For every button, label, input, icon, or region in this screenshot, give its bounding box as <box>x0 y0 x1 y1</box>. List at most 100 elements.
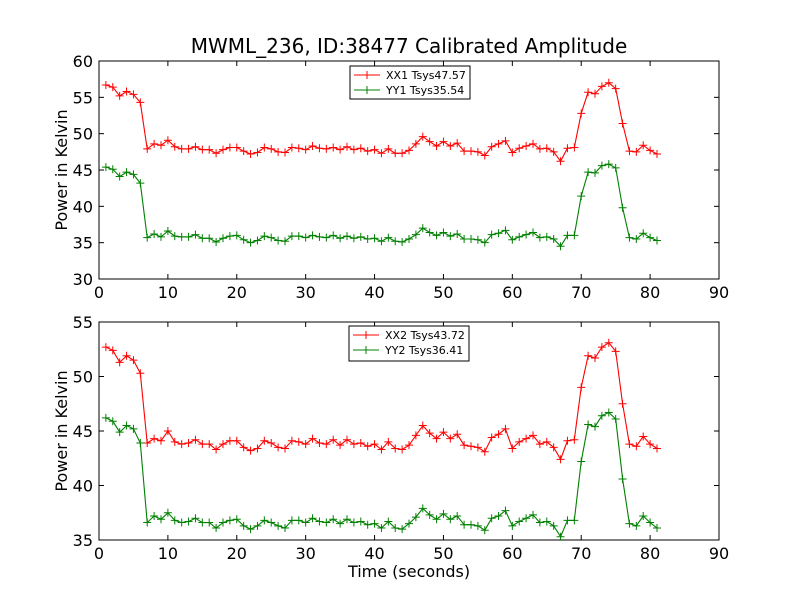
data-point <box>329 435 338 444</box>
data-point <box>157 515 165 524</box>
data-point <box>232 436 241 445</box>
data-point <box>267 518 276 527</box>
data-point <box>453 430 462 439</box>
data-point <box>563 436 572 445</box>
y-tick-label: 45 <box>73 161 93 180</box>
data-point <box>356 517 365 526</box>
data-point <box>611 163 620 172</box>
data-point <box>632 235 641 244</box>
data-point <box>294 144 303 153</box>
data-point <box>177 144 186 153</box>
data-point <box>391 149 400 158</box>
data-point <box>198 440 207 449</box>
data-point <box>405 146 413 155</box>
x-tick-label: 20 <box>227 283 247 302</box>
data-point <box>515 144 524 153</box>
data-point <box>184 438 193 447</box>
data-point <box>157 436 165 445</box>
data-point <box>432 142 441 151</box>
data-point <box>391 444 400 453</box>
data-point <box>363 520 372 529</box>
data-point <box>446 232 455 241</box>
legend-marker <box>362 346 370 354</box>
data-point <box>108 83 117 92</box>
legend-label: YY2 Tsys36.41 <box>384 344 463 357</box>
data-point <box>480 526 489 535</box>
data-point <box>542 437 551 446</box>
data-point <box>219 440 227 449</box>
data-point <box>542 144 551 153</box>
data-point <box>398 445 407 454</box>
x-tick-label: 30 <box>295 544 315 563</box>
data-point <box>646 440 655 449</box>
data-point <box>281 237 289 246</box>
data-point <box>260 232 269 241</box>
data-point <box>618 203 627 212</box>
data-point <box>115 358 124 367</box>
data-point <box>143 144 152 153</box>
data-point <box>281 524 289 533</box>
data-point <box>432 231 441 240</box>
data-point <box>384 233 393 242</box>
data-point <box>508 444 517 453</box>
data-point <box>191 514 200 523</box>
data-point <box>225 436 234 445</box>
data-point <box>597 82 606 91</box>
data-point <box>467 442 475 451</box>
data-point <box>535 518 544 527</box>
data-point <box>522 230 531 239</box>
data-point <box>584 420 593 429</box>
data-point <box>363 442 372 451</box>
data-point <box>198 145 207 154</box>
data-point <box>308 514 317 523</box>
data-point <box>184 232 193 241</box>
data-point <box>439 428 448 437</box>
data-point <box>597 161 606 170</box>
data-point <box>453 229 462 238</box>
data-point <box>308 434 317 443</box>
data-point <box>646 146 655 155</box>
data-point <box>577 457 586 466</box>
data-point <box>432 434 441 443</box>
data-point <box>508 521 517 530</box>
data-point <box>163 227 172 236</box>
data-point <box>253 444 262 453</box>
data-point <box>494 229 503 238</box>
data-point <box>411 431 420 440</box>
data-point <box>384 144 393 153</box>
data-point <box>405 441 413 450</box>
data-point <box>101 343 110 352</box>
y-tick-label: 35 <box>73 234 93 253</box>
data-point <box>136 179 145 188</box>
data-point <box>143 438 152 447</box>
series-XX1 Tsys47.57 <box>101 78 661 166</box>
data-point <box>363 235 372 244</box>
data-point <box>487 433 496 442</box>
data-point <box>122 351 131 360</box>
data-point <box>260 143 269 152</box>
data-point <box>336 234 345 243</box>
data-point <box>501 424 510 433</box>
legend: XX2 Tsys43.72 YY2 Tsys36.41 <box>348 325 470 362</box>
data-point <box>453 512 462 521</box>
data-point <box>315 144 324 153</box>
data-point <box>308 142 317 151</box>
data-point <box>101 413 110 422</box>
legend-marker <box>362 331 370 339</box>
x-axis-label: Time (seconds) <box>347 562 470 581</box>
data-point <box>577 383 586 392</box>
data-point <box>219 234 227 243</box>
data-point <box>501 226 510 235</box>
data-point <box>439 228 448 237</box>
data-point <box>274 443 283 452</box>
data-point <box>556 242 565 251</box>
y-tick-label: 60 <box>73 52 93 71</box>
data-point <box>108 165 117 174</box>
data-point <box>535 440 544 449</box>
x-tick-label: 30 <box>295 283 315 302</box>
data-point <box>163 427 172 435</box>
data-point <box>625 233 634 242</box>
data-point <box>480 151 489 160</box>
data-point <box>260 436 269 445</box>
data-point <box>473 235 482 244</box>
